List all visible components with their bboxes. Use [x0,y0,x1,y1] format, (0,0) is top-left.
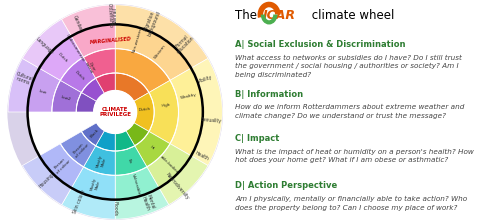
Text: Wealthy: Wealthy [180,93,198,100]
Wedge shape [82,123,105,146]
Text: Person
of colour: Person of colour [52,156,71,175]
Wedge shape [135,131,170,167]
Text: En: En [127,158,132,164]
Wedge shape [82,78,105,101]
Wedge shape [159,156,208,205]
Text: Undocumented: Undocumented [65,34,85,62]
Wedge shape [84,49,115,78]
Wedge shape [115,49,170,93]
Wedge shape [39,36,84,80]
Wedge shape [72,24,115,57]
Wedge shape [8,58,39,112]
Circle shape [8,5,222,219]
Wedge shape [191,58,222,166]
Wedge shape [82,73,115,101]
Text: Neurodiversity: Neurodiversity [165,172,190,201]
Wedge shape [61,188,115,219]
Wedge shape [23,19,72,68]
Text: climate wheel: climate wheel [308,9,394,22]
Wedge shape [115,167,159,200]
Wedge shape [23,156,72,205]
Wedge shape [126,123,149,146]
Text: A| Social Exclusion & Discrimination: A| Social Exclusion & Discrimination [235,40,406,49]
Wedge shape [115,131,135,151]
Text: Black: Black [90,128,100,139]
Text: ICAR: ICAR [263,9,296,22]
Wedge shape [60,57,96,93]
Text: Door
beleid: Door beleid [84,60,97,75]
Text: High: High [161,102,171,108]
Text: Citizenship: Citizenship [107,3,113,28]
Wedge shape [27,68,60,112]
Text: Dutch: Dutch [57,52,69,63]
Circle shape [27,24,203,200]
Wedge shape [61,5,115,36]
Text: Western: Western [154,44,168,60]
Circle shape [94,90,137,134]
Text: B| Information: B| Information [235,90,303,99]
Wedge shape [115,24,191,80]
Wedge shape [76,93,96,112]
Wedge shape [115,73,149,101]
Text: Am I physically, mentally or financially able to take action? Who
does the prope: Am I physically, mentally or financially… [235,196,468,211]
Wedge shape [39,24,115,80]
Text: Ability: Ability [199,74,214,84]
Wedge shape [134,93,154,131]
Text: Dutch: Dutch [74,69,85,81]
Text: What is the impact of heat or humidity on a person's health? How
hot does your h: What is the impact of heat or humidity o… [235,149,474,164]
Text: Non-western: Non-western [132,27,143,53]
Wedge shape [84,146,115,175]
Text: Vulnerable: Vulnerable [131,173,141,196]
Text: Ht: Ht [149,144,155,151]
Text: Health: Health [194,150,209,162]
Text: Mostly
Male: Mostly Male [90,177,101,192]
Text: Housing: Housing [38,172,55,189]
Wedge shape [52,80,82,112]
Wedge shape [149,80,179,144]
Wedge shape [147,144,191,188]
Text: How do we inform Rotterdammers about extreme weather and
climate change? Do we u: How do we inform Rotterdammers about ext… [235,104,465,118]
Text: Skin colour: Skin colour [72,189,86,215]
Text: Mental
Health: Mental Health [141,194,156,212]
Wedge shape [23,5,115,68]
Wedge shape [39,144,84,188]
Wedge shape [170,68,203,156]
Text: Mostly
Male: Mostly Male [96,154,108,169]
Wedge shape [60,131,96,167]
Text: The: The [235,9,261,22]
Text: MARGINALISED: MARGINALISED [89,37,132,45]
Text: C| Impact: C| Impact [235,134,280,143]
Text: Formal
education: Formal education [172,32,195,55]
Text: Cultural
norms: Cultural norms [14,71,34,87]
Text: Sexuality: Sexuality [201,117,222,124]
Text: Floods: Floods [113,201,118,216]
Text: Rainfall: Rainfall [113,7,118,24]
Text: D| Action Perspective: D| Action Perspective [235,181,337,190]
Text: Dutch: Dutch [139,107,151,112]
Text: able-bodied: able-bodied [159,155,180,174]
Text: What access to networks or subsidies do I have? Do I still trust
the government : What access to networks or subsidies do … [235,55,462,78]
Text: Person
of colour: Person of colour [71,140,89,159]
Wedge shape [60,49,115,93]
Wedge shape [115,146,147,175]
Text: CLIMATE
PRIVILEGE: CLIMATE PRIVILEGE [99,107,131,117]
Wedge shape [96,73,115,93]
Text: Gender: Gender [72,14,83,32]
Text: Language: Language [35,37,54,55]
Wedge shape [115,5,208,68]
Text: Low2: Low2 [60,95,72,102]
Text: Migration
background: Migration background [142,8,161,37]
Wedge shape [96,131,115,151]
Text: Low: Low [38,90,47,95]
Wedge shape [72,167,115,200]
Wedge shape [115,188,169,219]
